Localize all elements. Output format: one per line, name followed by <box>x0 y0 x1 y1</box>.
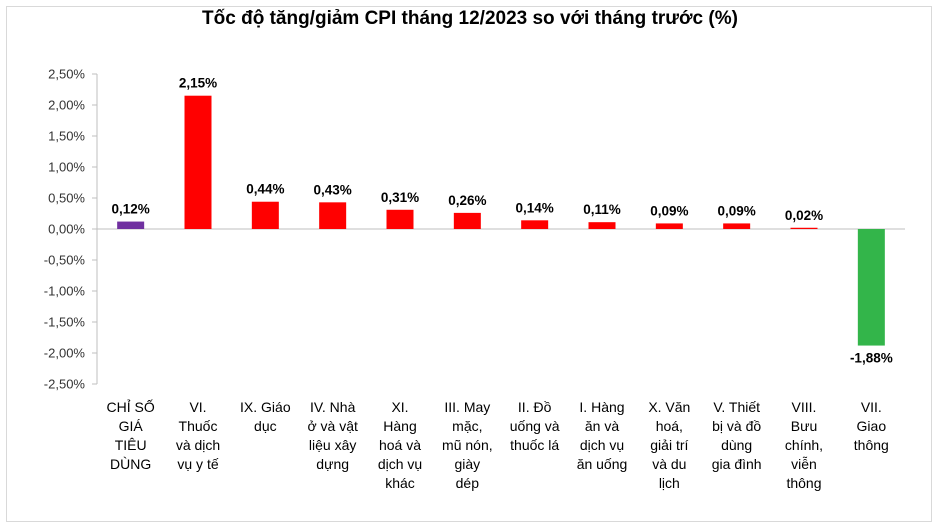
bar <box>453 212 481 229</box>
bar <box>655 223 683 229</box>
y-tick-label: 0,50% <box>48 191 85 206</box>
category-label: X. Văn hoá, giải trí và du lịch <box>648 399 690 491</box>
data-label: 0,43% <box>314 182 352 197</box>
bar <box>857 229 885 346</box>
data-label: 2,15% <box>179 76 217 91</box>
y-tick-label: 1,50% <box>48 129 85 144</box>
bar <box>790 227 818 229</box>
bar <box>184 95 212 229</box>
data-label: 0,12% <box>112 202 150 217</box>
y-tick-label: -2,50% <box>44 377 86 392</box>
category-label: V. Thiết bị và đồ dùng gia đình <box>712 399 762 472</box>
data-label: -1,88% <box>850 351 893 366</box>
category-label: III. May mặc, mũ nón, giày dép <box>442 399 493 491</box>
data-label: 0,11% <box>583 202 621 217</box>
category-label: VIII. Bưu chính, viễn thông <box>785 399 823 491</box>
data-label: 0,26% <box>448 193 486 208</box>
y-tick-label: -1,50% <box>44 315 86 330</box>
y-tick-label: -0,50% <box>44 253 86 268</box>
bar <box>319 202 347 229</box>
data-label: 0,14% <box>516 200 554 215</box>
bar <box>588 222 616 229</box>
bar <box>386 209 414 229</box>
data-label: 0,09% <box>718 203 756 218</box>
data-label: 0,02% <box>785 208 823 223</box>
bar <box>723 223 751 229</box>
y-tick-label: -1,00% <box>44 284 86 299</box>
category-label: IV. Nhà ở và vật liệu xây dựng <box>307 399 358 472</box>
data-label: 0,31% <box>381 190 419 205</box>
bar <box>521 220 549 229</box>
category-label: II. Đồ uống và thuốc lá <box>510 399 560 453</box>
category-label: IX. Giáo dục <box>240 399 291 434</box>
bar <box>251 201 279 229</box>
chart-frame <box>6 6 932 522</box>
data-label: 0,09% <box>650 203 688 218</box>
y-tick-label: 2,50% <box>48 67 85 82</box>
category-label: VI. Thuốc và dịch vụ y tế <box>176 399 220 472</box>
y-tick-label: -2,00% <box>44 346 86 361</box>
bar <box>117 221 145 229</box>
y-tick-label: 1,00% <box>48 160 85 175</box>
chart-title: Tốc độ tăng/giảm CPI tháng 12/2023 so vớ… <box>202 8 738 29</box>
data-label: 0,44% <box>246 182 284 197</box>
category-label: I. Hàng ăn và dịch vụ ăn uống <box>577 399 628 472</box>
category-label: XI. Hàng hoá và dịch vụ khác <box>378 399 422 491</box>
y-tick-label: 0,00% <box>48 222 85 237</box>
y-tick-label: 2,00% <box>48 98 85 113</box>
category-label: CHỈ SỐ GIÁ TIÊU DÙNG <box>107 398 155 472</box>
category-label: VII. Giao thông <box>854 399 889 453</box>
